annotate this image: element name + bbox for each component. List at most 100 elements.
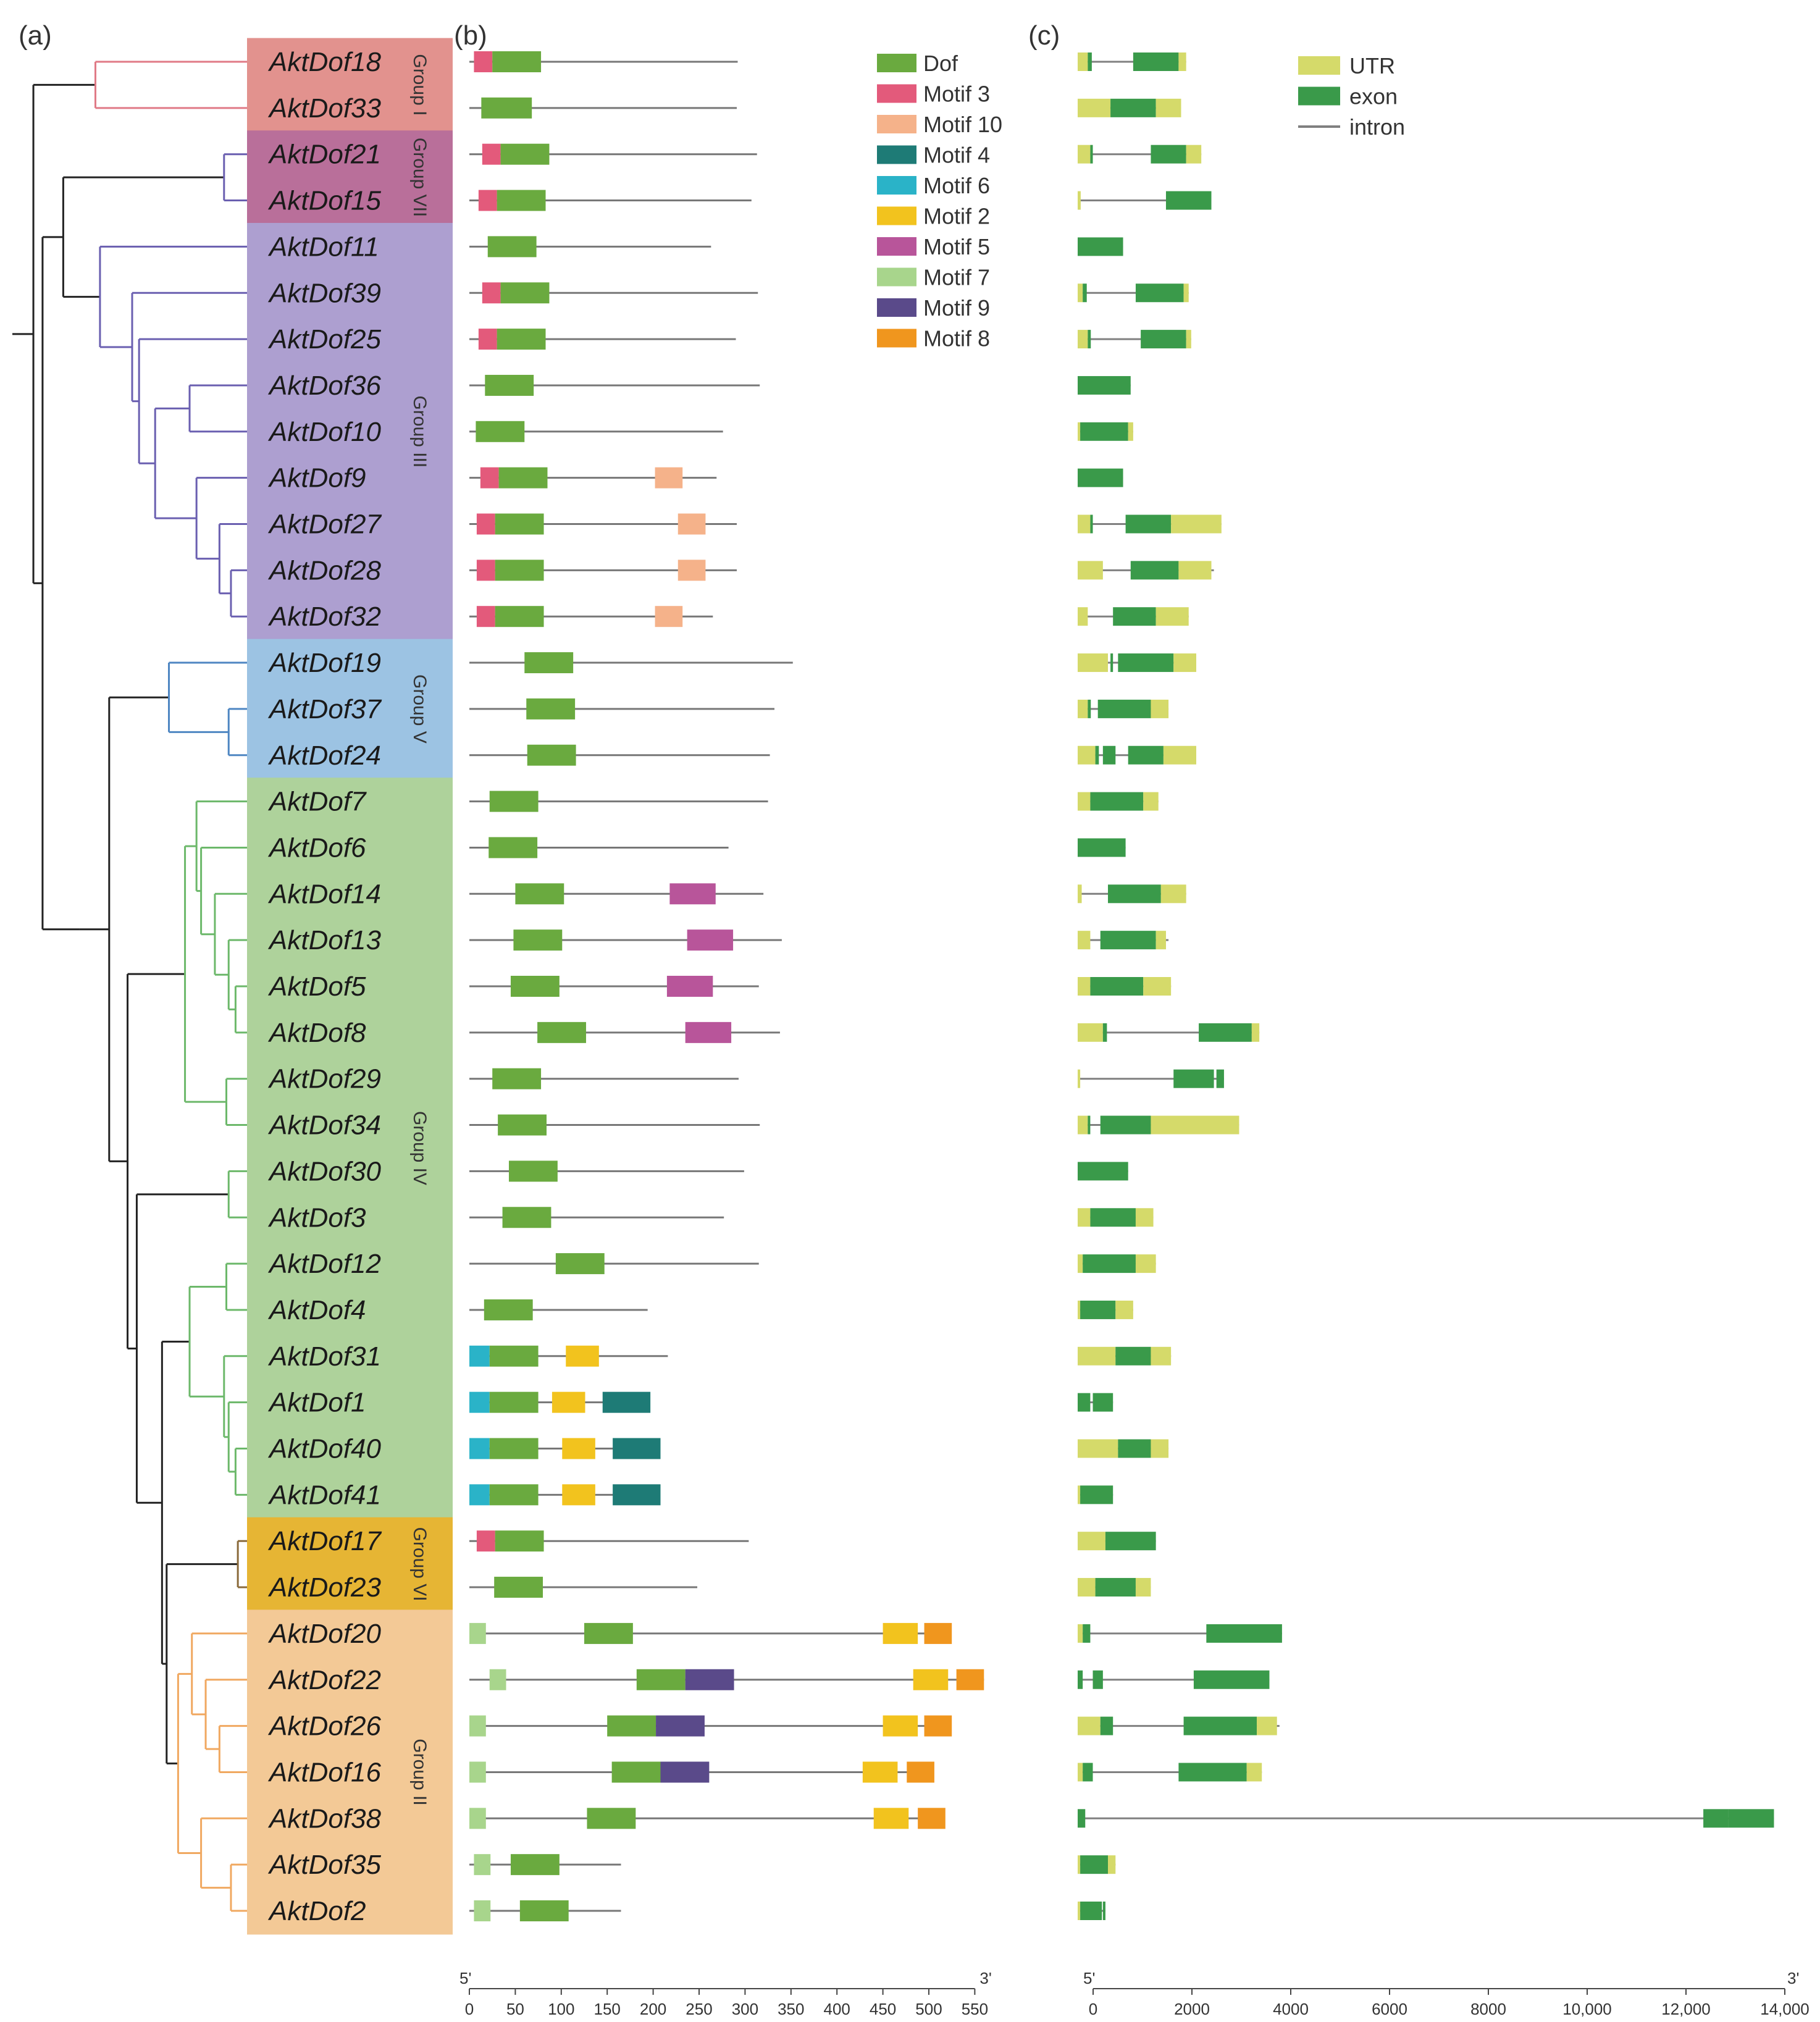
gene-structure-row	[1078, 98, 1181, 117]
gene-label: AktDof33	[267, 93, 382, 124]
tick-label: 350	[778, 2000, 804, 2018]
protein-row	[469, 652, 793, 674]
gene-structure-row	[1078, 1439, 1169, 1458]
group-box	[247, 130, 453, 224]
motif-box	[482, 282, 501, 304]
motif-box	[480, 467, 499, 489]
utr-block	[1078, 1439, 1118, 1458]
tick-label: 250	[686, 2000, 712, 2018]
phylogenetic-tree	[12, 61, 247, 1912]
protein-row	[469, 744, 770, 766]
utr-block	[1155, 98, 1181, 117]
gene-label: AktDof37	[267, 694, 382, 724]
exon-block	[1083, 1254, 1136, 1273]
protein-row	[469, 1345, 668, 1367]
gene-structure-row	[1078, 1346, 1172, 1365]
motif-box	[687, 929, 734, 951]
gene-structure-row	[1078, 607, 1189, 626]
gene-label: AktDof32	[267, 602, 381, 632]
exon-block	[1078, 375, 1131, 395]
protein-row	[469, 698, 775, 719]
utr-block	[1115, 1300, 1133, 1319]
utr-block	[1078, 977, 1091, 996]
exon-block	[1110, 653, 1113, 673]
exon-block	[1108, 884, 1161, 904]
utr-block	[1128, 422, 1133, 441]
motif-box	[476, 421, 525, 442]
legend-label: Dof	[923, 51, 958, 76]
protein-row	[469, 883, 764, 905]
motif-box	[587, 1808, 636, 1829]
exon-block	[1088, 330, 1091, 349]
group-box	[247, 778, 453, 1519]
utr-block	[1108, 1855, 1116, 1874]
exon-block	[1092, 1670, 1103, 1689]
gene-structure-row	[1078, 1254, 1156, 1273]
gene-structure-panel	[1078, 52, 1774, 1920]
tick-label: 14,000	[1760, 2000, 1810, 2018]
gene-label: AktDof40	[267, 1434, 382, 1464]
motif-box	[613, 1438, 661, 1459]
gene-label: AktDof20	[267, 1619, 382, 1649]
motif-box	[526, 698, 576, 719]
gene-label: AktDof30	[267, 1156, 382, 1186]
motif-box	[469, 1345, 490, 1367]
gene-label: AktDof13	[267, 925, 382, 955]
group-box	[247, 1609, 453, 1935]
legend-label: Motif 8	[923, 326, 990, 351]
motif-box	[562, 1438, 595, 1459]
tick-label: 400	[824, 2000, 850, 2018]
motif-box	[489, 791, 539, 812]
gene-structure-row	[1078, 330, 1191, 349]
exon-block	[1078, 1670, 1083, 1689]
gene-label: AktDof17	[267, 1526, 382, 1556]
motif-box	[527, 744, 576, 766]
utr-block	[1078, 1716, 1101, 1735]
motif-box	[519, 1900, 569, 1921]
exon-block	[1090, 145, 1093, 164]
panel-label-c: (c)	[1028, 20, 1060, 51]
utr-block	[1078, 792, 1091, 811]
utr-block	[1078, 422, 1081, 441]
utr-block	[1155, 931, 1166, 950]
motif-box	[602, 1391, 651, 1413]
utr-block	[1078, 1902, 1081, 1920]
legend-swatch	[877, 176, 916, 195]
motif-box	[918, 1808, 946, 1829]
group-box	[247, 222, 453, 640]
gene-structure-row	[1078, 1162, 1128, 1181]
gene-structure-row	[1078, 1763, 1262, 1782]
gene-label: AktDof11	[267, 232, 379, 262]
protein-row	[469, 421, 723, 442]
utr-block	[1257, 1716, 1277, 1735]
protein-row	[469, 513, 737, 535]
motif-box	[613, 1484, 661, 1506]
motif-panel	[469, 51, 984, 1921]
gene-label: AktDof9	[267, 463, 366, 493]
motif-box	[510, 1854, 560, 1876]
utr-block	[1078, 283, 1083, 303]
group-label: Group VI	[409, 1527, 430, 1601]
motif-box	[478, 190, 497, 211]
exon-block	[1125, 514, 1172, 534]
motif-box	[907, 1761, 934, 1783]
gene-label: AktDof5	[267, 971, 366, 1002]
exon-block	[1083, 1624, 1091, 1643]
utr-block	[1078, 330, 1088, 349]
gene-label: AktDof22	[267, 1665, 381, 1695]
legend-swatch	[877, 115, 916, 133]
utr-block	[1163, 745, 1196, 765]
motif-box	[551, 1391, 585, 1413]
gene-label: AktDof18	[267, 47, 382, 77]
tick-label: 500	[915, 2000, 942, 2018]
protein-row	[469, 282, 758, 304]
tick-label: 550	[962, 2000, 988, 2018]
utr-block	[1186, 330, 1191, 349]
exon-block	[1097, 699, 1151, 718]
motif-box	[474, 1854, 491, 1876]
legend-swatch	[877, 145, 916, 164]
protein-row	[469, 837, 729, 858]
group-label: Group IV	[409, 1111, 430, 1185]
motif-box	[476, 560, 495, 581]
gene-label: AktDof23	[267, 1572, 382, 1603]
